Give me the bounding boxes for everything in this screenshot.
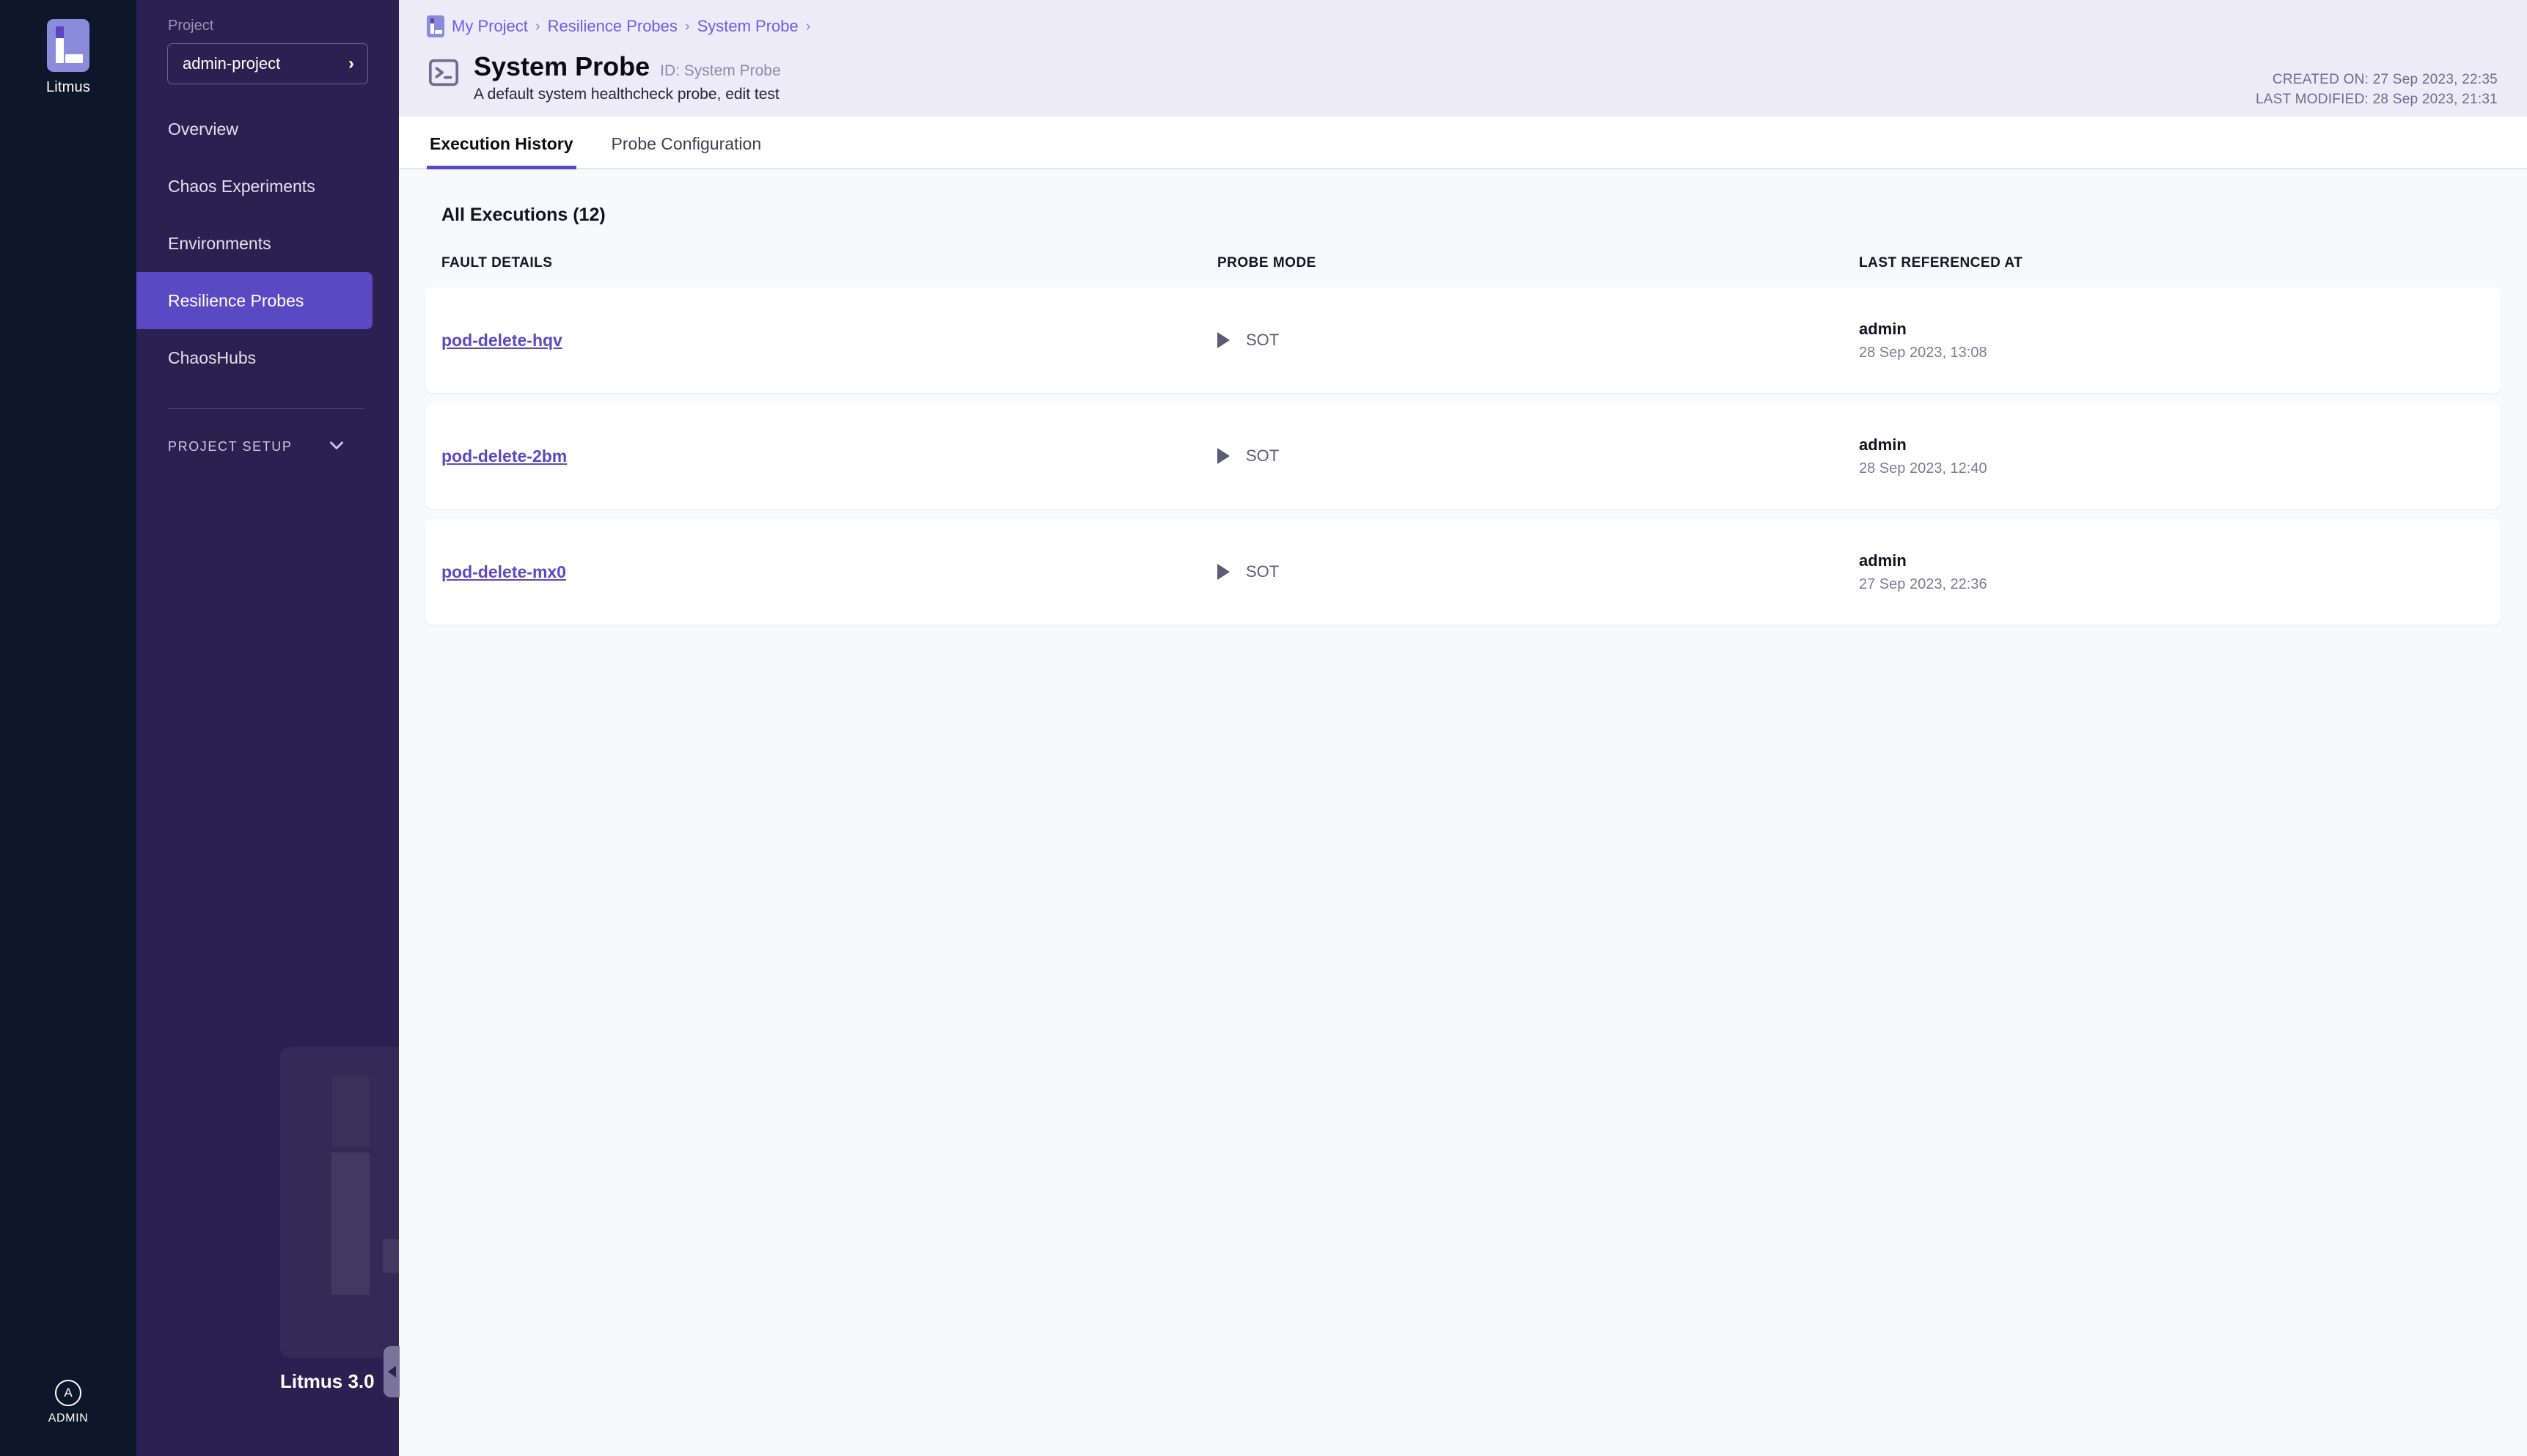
- breadcrumb-separator: ›: [535, 18, 540, 34]
- tab-label: Execution History: [430, 134, 573, 153]
- probe-description: A default system healthcheck probe, edit…: [474, 86, 780, 103]
- project-setup-label: PROJECT SETUP: [168, 439, 293, 454]
- sidebar-item-environments[interactable]: Environments: [136, 215, 370, 272]
- collapse-sidebar-icon[interactable]: [384, 1346, 400, 1397]
- sidebar-item-label: Resilience Probes: [168, 290, 304, 310]
- project-selector-value: admin-project: [183, 54, 281, 73]
- project-label: Project: [168, 18, 214, 34]
- fault-details-link[interactable]: pod-delete-mx0: [441, 562, 566, 581]
- probe-mode-value: SOT: [1246, 331, 1280, 349]
- sidebar-item-resilience-probes[interactable]: Resilience Probes: [136, 272, 373, 329]
- breadcrumb: My Project › Resilience Probes › System …: [427, 12, 2498, 41]
- page-header: My Project › Resilience Probes › System …: [399, 0, 2527, 117]
- column-header-fault-details: FAULT DETAILS: [441, 255, 553, 271]
- breadcrumb-separator: ›: [684, 18, 690, 34]
- rail-user[interactable]: A ADMIN: [48, 1380, 89, 1425]
- table-row[interactable]: pod-delete-2bm SOT admin 28 Sep 2023, 12…: [425, 403, 2501, 509]
- last-modified-label: LAST MODIFIED: 28 Sep 2023, 21:31: [2255, 91, 2498, 107]
- table-row[interactable]: pod-delete-mx0 SOT admin 27 Sep 2023, 22…: [425, 519, 2501, 625]
- tab-label: Probe Configuration: [611, 134, 762, 153]
- brand-label: Litmus: [45, 79, 91, 95]
- left-rail: Litmus A ADMIN: [0, 0, 136, 1456]
- breadcrumb-item-system-probe[interactable]: System Probe: [697, 17, 799, 35]
- sidebar: Project admin-project › Overview Chaos E…: [136, 0, 515, 1456]
- play-icon: [1217, 448, 1230, 464]
- table-row[interactable]: pod-delete-hqv SOT admin 28 Sep 2023, 13…: [425, 287, 2501, 393]
- breadcrumb-item-resilience-probes[interactable]: Resilience Probes: [547, 17, 678, 35]
- referenced-by-user: admin: [1859, 551, 1907, 570]
- page-title-row: System Probe ID: System Probe A default …: [427, 51, 2498, 103]
- sidebar-nav: Overview Chaos Experiments Environments …: [136, 100, 399, 386]
- referenced-at-timestamp: 27 Sep 2023, 22:36: [1859, 576, 1987, 592]
- breadcrumb-separator: ›: [805, 18, 811, 34]
- referenced-at-timestamp: 28 Sep 2023, 13:08: [1859, 344, 1987, 361]
- sidebar-item-label: ChaosHubs: [168, 348, 257, 367]
- table-header-row: FAULT DETAILS PROBE MODE LAST REFERENCED…: [425, 226, 2501, 287]
- referenced-by-user: admin: [1859, 319, 1907, 338]
- terminal-probe-icon: [427, 56, 461, 89]
- column-header-last-referenced-at: LAST REFERENCED AT: [1859, 255, 2023, 271]
- chevron-right-icon: ›: [348, 54, 354, 73]
- rail-brand[interactable]: Litmus: [46, 0, 90, 96]
- avatar-label: ADMIN: [48, 1412, 89, 1424]
- tabs-bar: Execution History Probe Configuration: [399, 117, 2527, 169]
- created-on-label: CREATED ON: 27 Sep 2023, 22:35: [2272, 72, 2498, 87]
- page-title: System Probe: [474, 51, 650, 81]
- avatar[interactable]: A: [55, 1380, 81, 1406]
- referenced-by-user: admin: [1859, 435, 1907, 454]
- project-selector[interactable]: admin-project ›: [167, 43, 368, 84]
- litmus-logo-icon: [46, 19, 89, 72]
- probe-mode-value: SOT: [1246, 446, 1280, 465]
- tab-probe-configuration[interactable]: Probe Configuration: [609, 134, 765, 169]
- breadcrumb-item-my-project[interactable]: My Project: [452, 17, 528, 35]
- referenced-at-timestamp: 28 Sep 2023, 12:40: [1859, 460, 1987, 477]
- sidebar-item-chaos-experiments[interactable]: Chaos Experiments: [136, 158, 370, 215]
- sidebar-item-label: Environments: [168, 233, 271, 253]
- page-meta: CREATED ON: 27 Sep 2023, 22:35 LAST MODI…: [2256, 70, 2498, 110]
- fault-details-link[interactable]: pod-delete-2bm: [441, 446, 568, 466]
- play-icon: [1217, 564, 1230, 580]
- sidebar-item-overview[interactable]: Overview: [136, 100, 370, 158]
- sidebar-section-project-setup[interactable]: PROJECT SETUP: [136, 435, 399, 458]
- sidebar-item-chaoshubs[interactable]: ChaosHubs: [136, 329, 370, 386]
- section-title: All Executions (12): [441, 205, 606, 225]
- sidebar-item-label: Overview: [168, 119, 238, 139]
- sidebar-version-label: Litmus 3.0: [280, 1370, 375, 1392]
- sidebar-item-label: Chaos Experiments: [168, 176, 315, 196]
- probe-id-label: ID: System Probe: [660, 62, 781, 79]
- column-header-probe-mode: PROBE MODE: [1217, 255, 1316, 271]
- probe-mode-value: SOT: [1246, 562, 1280, 581]
- main-area: My Project › Resilience Probes › System …: [399, 0, 2527, 1456]
- sidebar-promo-placeholder: [280, 1047, 515, 1358]
- content-area: All Executions (12) FAULT DETAILS PROBE …: [399, 169, 2527, 1456]
- tab-execution-history[interactable]: Execution History: [427, 134, 576, 169]
- play-icon: [1217, 332, 1230, 348]
- sidebar-divider: [168, 408, 364, 409]
- chevron-down-icon: [327, 435, 346, 458]
- fault-details-link[interactable]: pod-delete-hqv: [441, 330, 562, 350]
- litmus-mark-icon: [427, 15, 444, 37]
